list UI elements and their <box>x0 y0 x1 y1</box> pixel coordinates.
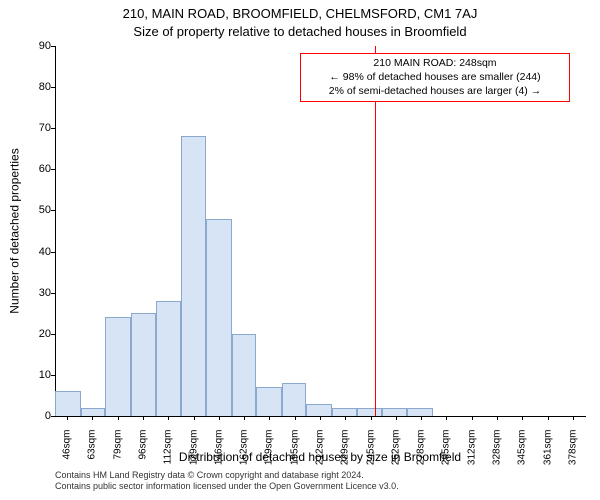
histogram-bar <box>206 219 232 416</box>
histogram-bar <box>282 383 306 416</box>
x-tick-mark <box>320 416 321 420</box>
y-tick-mark <box>51 375 55 376</box>
x-tick-mark <box>295 416 296 420</box>
x-tick-mark <box>194 416 195 420</box>
x-tick-mark <box>573 416 574 420</box>
y-tick-mark <box>51 416 55 417</box>
y-tick-mark <box>51 87 55 88</box>
x-tick-mark <box>446 416 447 420</box>
y-tick-label: 0 <box>25 410 51 422</box>
y-tick-mark <box>51 169 55 170</box>
y-tick-label: 70 <box>25 122 51 134</box>
annotation-line3: 2% of semi-detached houses are larger (4… <box>307 85 563 99</box>
footer-line2: Contains public sector information licen… <box>55 481 585 492</box>
title-subtitle: Size of property relative to detached ho… <box>0 24 600 39</box>
x-tick-mark <box>168 416 169 420</box>
histogram-bar <box>131 313 155 416</box>
histogram-bar <box>306 404 332 416</box>
chart-frame: 210, MAIN ROAD, BROOMFIELD, CHELMSFORD, … <box>0 0 600 500</box>
histogram-bar <box>156 301 182 416</box>
y-tick-label: 90 <box>25 40 51 52</box>
histogram-bar <box>382 408 406 416</box>
histogram-bar <box>105 317 131 416</box>
x-tick-mark <box>497 416 498 420</box>
y-axis-label-text: Number of detached properties <box>8 148 22 313</box>
y-tick-label: 60 <box>25 163 51 175</box>
y-tick-mark <box>51 210 55 211</box>
x-tick-mark <box>371 416 372 420</box>
title-address: 210, MAIN ROAD, BROOMFIELD, CHELMSFORD, … <box>0 6 600 21</box>
histogram-bar <box>55 391 81 416</box>
y-axis-label: Number of detached properties <box>8 46 22 416</box>
x-tick-mark <box>244 416 245 420</box>
x-axis-label: Distribution of detached houses by size … <box>55 450 585 464</box>
x-tick-mark <box>472 416 473 420</box>
annotation-box: 210 MAIN ROAD: 248sqm← 98% of detached h… <box>300 53 570 102</box>
footer-attribution: Contains HM Land Registry data © Crown c… <box>55 470 585 493</box>
x-tick-mark <box>219 416 220 420</box>
x-tick-mark <box>396 416 397 420</box>
y-tick-label: 50 <box>25 204 51 216</box>
annotation-line1: 210 MAIN ROAD: 248sqm <box>307 57 563 71</box>
y-tick-label: 30 <box>25 287 51 299</box>
x-tick-mark <box>269 416 270 420</box>
histogram-bar <box>232 334 256 416</box>
histogram-bar <box>181 136 205 416</box>
y-tick-label: 80 <box>25 81 51 93</box>
annotation-line2: ← 98% of detached houses are smaller (24… <box>307 71 563 85</box>
x-tick-mark <box>143 416 144 420</box>
x-tick-mark <box>548 416 549 420</box>
x-tick-mark <box>118 416 119 420</box>
histogram-bar <box>81 408 105 416</box>
y-tick-mark <box>51 252 55 253</box>
x-tick-mark <box>421 416 422 420</box>
x-tick-mark <box>345 416 346 420</box>
y-tick-mark <box>51 128 55 129</box>
histogram-bar <box>332 408 356 416</box>
footer-line1: Contains HM Land Registry data © Crown c… <box>55 470 585 481</box>
x-tick-mark <box>522 416 523 420</box>
x-tick-mark <box>92 416 93 420</box>
y-tick-label: 40 <box>25 246 51 258</box>
x-tick-mark <box>67 416 68 420</box>
plot-area: 010203040506070809046sqm63sqm79sqm96sqm1… <box>55 46 585 416</box>
y-tick-label: 10 <box>25 369 51 381</box>
y-tick-label: 20 <box>25 328 51 340</box>
y-tick-mark <box>51 334 55 335</box>
histogram-bar <box>256 387 282 416</box>
y-tick-mark <box>51 46 55 47</box>
histogram-bar <box>407 408 433 416</box>
y-tick-mark <box>51 293 55 294</box>
histogram-bar <box>357 408 383 416</box>
